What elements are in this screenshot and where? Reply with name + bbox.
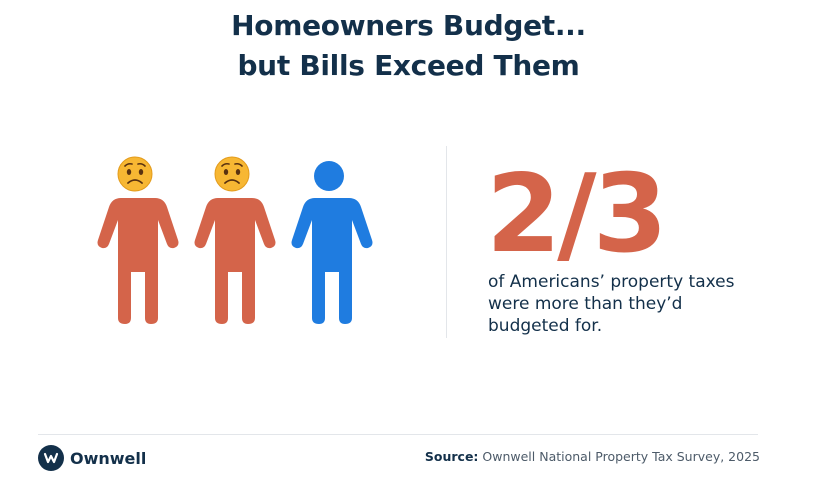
source-text: Ownwell National Property Tax Survey, 20… (482, 449, 760, 464)
vertical-divider (446, 146, 447, 338)
source-citation: Source: Ownwell National Property Tax Su… (425, 449, 760, 464)
person-figure-1 (88, 152, 188, 332)
person-figure-3 (282, 152, 382, 332)
person-figure-2 (185, 152, 285, 332)
brand-name: Ownwell (70, 448, 147, 468)
person-icon (291, 161, 373, 324)
worried-face-icon (214, 156, 250, 192)
worried-face-icon (117, 156, 153, 192)
person-icon (97, 156, 179, 324)
source-label: Source: (424, 449, 479, 464)
page-title: Homeowners Budget... but Bills Exceed Th… (0, 6, 817, 86)
title-line-2: but Bills Exceed Them (237, 49, 580, 82)
footer-divider (38, 434, 758, 435)
ownwell-logo: Ownwell (38, 445, 146, 471)
stat-fraction: 2/3 (486, 152, 668, 277)
ownwell-logo-icon (38, 445, 64, 471)
title-line-1: Homeowners Budget... (231, 9, 586, 42)
stat-caption: of Americans’ property taxes were more t… (488, 272, 735, 336)
person-icon (194, 156, 276, 324)
people-figures (88, 152, 388, 332)
